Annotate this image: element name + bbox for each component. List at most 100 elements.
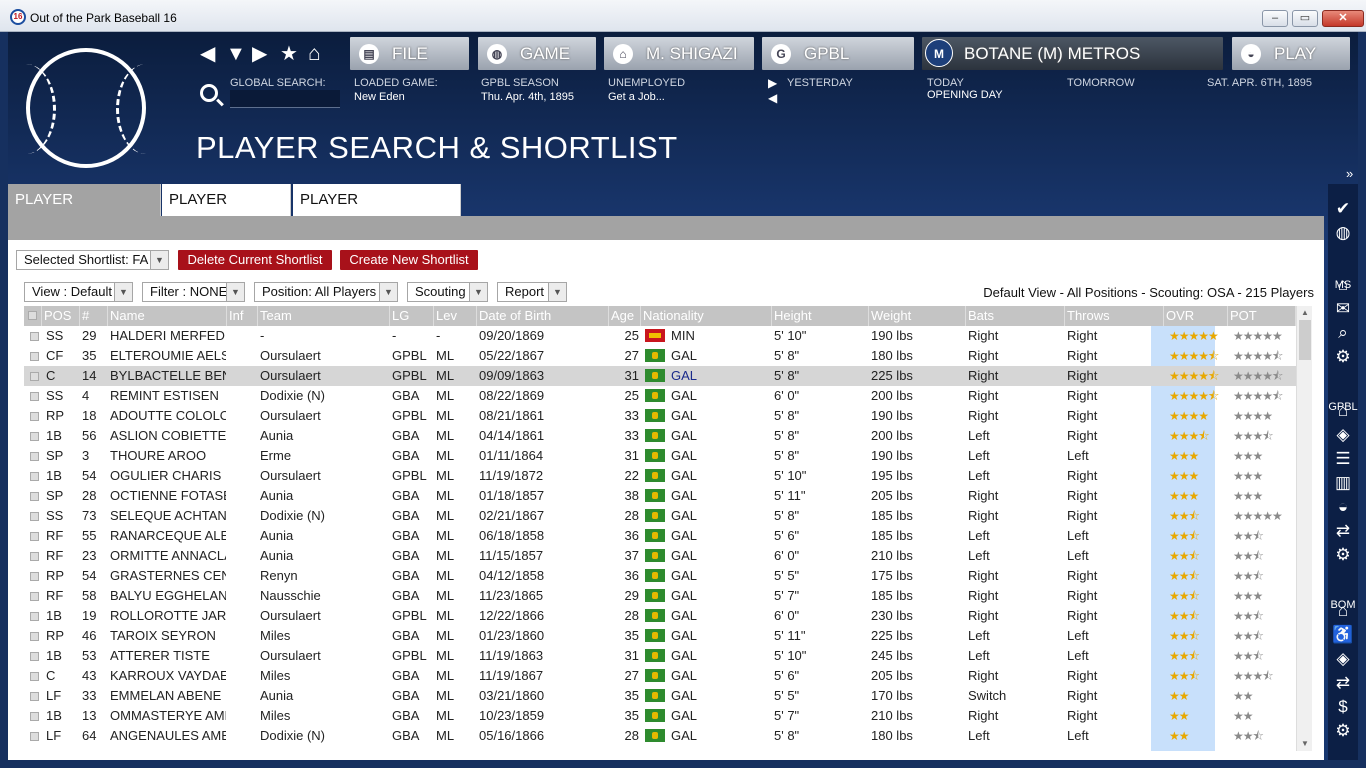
cell-team[interactable]: Dodixie (N) (260, 508, 326, 523)
cell-team[interactable]: Oursulaert (260, 468, 321, 483)
nav-team-button[interactable]: M BOTANE (M) METROS (922, 37, 1223, 70)
cell-team[interactable]: Miles (260, 668, 291, 683)
cell-name[interactable]: TAROIX SEYRON (110, 628, 216, 643)
table-row[interactable]: SP 28 OCTIENNE FOTASEL Aunia GBA ML 01/18/1857… (24, 486, 1296, 506)
transfer-icon[interactable]: ⇄ (1335, 673, 1351, 692)
yesterday-label[interactable]: YESTERDAY (787, 77, 853, 89)
col-lev[interactable]: Lev (434, 306, 477, 326)
table-row[interactable]: 1B 53 ATTERER TISTE Oursulaert GPBL ML 11/19/1… (24, 646, 1296, 666)
col-lg[interactable]: LG (390, 306, 434, 326)
tab-player-search[interactable]: PLAYER SEARCH (162, 184, 291, 240)
chart-icon[interactable]: ▥ (1334, 473, 1352, 492)
row-checkbox[interactable] (30, 392, 39, 401)
table-row[interactable]: 1B 19 ROLLOROTTE JARG Oursulaert GPBL ML 12/22… (24, 606, 1296, 626)
row-checkbox[interactable] (30, 552, 39, 561)
table-row[interactable]: LF 64 ANGENAULES AMBF Dodixie (N) GBA ML 05/16… (24, 726, 1296, 746)
dollar-icon[interactable]: $ (1338, 697, 1348, 716)
cell-name[interactable]: OGULIER CHARIS (110, 468, 222, 483)
row-checkbox[interactable] (30, 712, 39, 721)
col-age[interactable]: Age (609, 306, 641, 326)
nav-league-button[interactable]: G GPBL (762, 37, 914, 70)
back-icon[interactable]: ◀ (200, 43, 216, 65)
row-checkbox[interactable] (30, 412, 39, 421)
col-dob[interactable]: Date of Birth (477, 306, 609, 326)
report-select[interactable]: Report ▼ (497, 282, 567, 302)
home-icon[interactable]: ⌂ (308, 42, 321, 65)
table-row[interactable]: 1B 13 OMMASTERYE AMB Miles GBA ML 10/23/1859 35… (24, 706, 1296, 726)
notes-icon[interactable]: ☰ (1335, 449, 1351, 468)
row-checkbox[interactable] (30, 452, 39, 461)
cell-name[interactable]: ATTERER TISTE (110, 648, 210, 663)
cell-name[interactable]: ANGENAULES AMBF (110, 728, 226, 743)
home-icon[interactable]: ⌂ (1337, 275, 1349, 294)
table-row[interactable]: 1B 56 ASLION COBIETTE Aunia GBA ML 04/14/1861 3… (24, 426, 1296, 446)
tomorrow-label[interactable]: TOMORROW (1067, 77, 1135, 89)
row-checkbox[interactable] (30, 612, 39, 621)
col-pot[interactable]: POT (1228, 306, 1296, 326)
cell-name[interactable]: OCTIENNE FOTASEL (110, 488, 226, 503)
cell-name[interactable]: HALDERI MERFEDIN (110, 328, 226, 343)
col-pos[interactable]: POS (42, 306, 80, 326)
table-row[interactable]: RF 58 BALYU EGGHELANT Nausschie GBA ML 11/23/1… (24, 586, 1296, 606)
row-checkbox[interactable] (30, 352, 39, 361)
table-row[interactable]: SS 4 REMINT ESTISEN Dodixie (N) GBA ML 08/22/1… (24, 386, 1296, 406)
transfer-icon[interactable]: ⇄ (1335, 521, 1351, 540)
tab-player-comparison[interactable]: PLAYER COMPARISON (293, 184, 461, 240)
cell-name[interactable]: THOURE AROO (110, 448, 207, 463)
cell-team[interactable]: Aunia (260, 488, 294, 503)
cell-name[interactable]: GRASTERNES CENT (110, 568, 226, 583)
cell-team[interactable]: Aunia (260, 528, 294, 543)
col-name[interactable]: Name (108, 306, 227, 326)
home-icon[interactable]: ⌂ (1337, 401, 1349, 420)
table-row[interactable]: SP 3 THOURE AROO Erme GBA ML 01/11/1864 31 GAL 5'… (24, 446, 1296, 466)
play-next-icon[interactable]: ▶ (768, 76, 778, 90)
cell-team[interactable]: Oursulaert (260, 408, 321, 423)
diamond-icon[interactable]: ◈ (1336, 425, 1350, 444)
cell-name[interactable]: ASLION COBIETTE (110, 428, 226, 443)
gear-icon[interactable]: ⚙ (1335, 721, 1351, 740)
cell-team[interactable]: - (260, 328, 265, 343)
dropdown-icon[interactable]: ▼ (226, 43, 246, 65)
cell-team[interactable]: Erme (260, 448, 292, 463)
cell-name[interactable]: REMINT ESTISEN (110, 388, 219, 403)
cell-name[interactable]: BYLBACTELLE BENE (110, 368, 226, 383)
cell-name[interactable]: SELEQUE ACHTAN (110, 508, 226, 523)
cell-name[interactable]: ADOUTTE COLOLOIS (110, 408, 226, 423)
tab-player-shortlist[interactable]: PLAYER SHORTLIST (8, 184, 161, 240)
row-checkbox[interactable] (30, 492, 39, 501)
scroll-thumb[interactable] (1299, 320, 1311, 360)
col-nationality[interactable]: Nationality (641, 306, 772, 326)
maximize-button[interactable]: ▭ (1292, 10, 1318, 27)
check-icon[interactable]: ✔ (1335, 199, 1351, 218)
table-row[interactable]: CF 35 ELTEROUMIE AELST Oursulaert GPBL ML 05/2… (24, 346, 1296, 366)
cell-name[interactable]: OMMASTERYE AMB (110, 708, 226, 723)
row-checkbox[interactable] (30, 572, 39, 581)
row-checkbox[interactable] (30, 732, 39, 741)
table-row[interactable]: 1B 54 OGULIER CHARIS Oursulaert GPBL ML 11/19/… (24, 466, 1296, 486)
nav-file-button[interactable]: ▤ FILE (350, 37, 469, 70)
cell-team[interactable]: Nausschie (260, 588, 321, 603)
table-row[interactable]: RF 23 ORMITTE ANNACLA Aunia GBA ML 11/15/1857 3… (24, 546, 1296, 566)
forward-icon[interactable]: ▶ (252, 43, 268, 65)
table-row[interactable]: LF 33 EMMELAN ABENE Aunia GBA ML 03/21/1860 35 G… (24, 686, 1296, 706)
row-checkbox[interactable] (30, 372, 39, 381)
mail-icon[interactable]: ✉ (1335, 299, 1351, 318)
global-search-input[interactable] (230, 90, 340, 108)
baseball-icon[interactable]: ◒ (1337, 497, 1349, 516)
table-row[interactable]: SS 29 HALDERI MERFEDIN - - - 09/20/1869 25 MIN 5'… (24, 326, 1296, 346)
table-row[interactable]: RP 46 TAROIX SEYRON Miles GBA ML 01/23/1860 35 G… (24, 626, 1296, 646)
table-row[interactable]: SS 73 SELEQUE ACHTAN Dodixie (N) GBA ML 02/21/… (24, 506, 1296, 526)
position-select[interactable]: Position: All Players ▼ (254, 282, 398, 302)
row-checkbox[interactable] (30, 692, 39, 701)
cell-team[interactable]: Dodixie (N) (260, 388, 326, 403)
select-all-checkbox[interactable] (24, 306, 42, 326)
row-checkbox[interactable] (30, 632, 39, 641)
nav-game-button[interactable]: ◍ GAME (478, 37, 596, 70)
shortlist-select[interactable]: Selected Shortlist: FA ▼ (16, 250, 169, 270)
search-icon[interactable] (200, 84, 218, 102)
table-row[interactable]: C 14 BYLBACTELLE BENE Oursulaert GPBL ML 09/09… (24, 366, 1296, 386)
cell-name[interactable]: RANARCEQUE ALESI (110, 528, 226, 543)
minimize-button[interactable]: – (1262, 10, 1288, 27)
trainer-icon[interactable]: ♿ (1332, 625, 1354, 644)
cell-name[interactable]: BALYU EGGHELANT (110, 588, 226, 603)
